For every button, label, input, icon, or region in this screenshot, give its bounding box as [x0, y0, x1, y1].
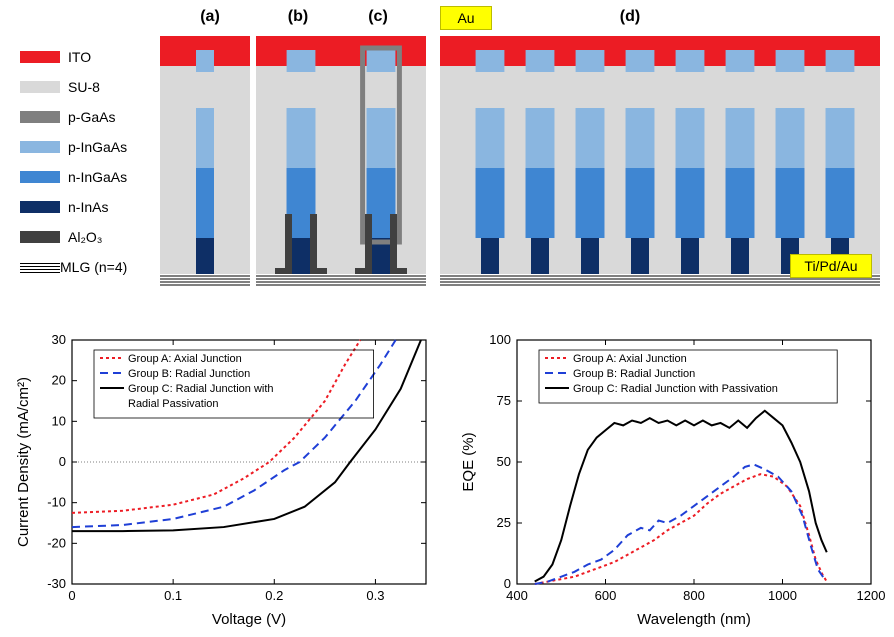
legend-row: MLG (n=4) — [20, 252, 140, 282]
panel-label-a: (a) — [190, 8, 230, 26]
legend-label: MLG (n=4) — [60, 259, 127, 275]
svg-text:Group A: Axial Junction: Group A: Axial Junction — [128, 353, 242, 365]
svg-text:-30: -30 — [47, 576, 66, 591]
materials-legend: ITO SU-8 p-GaAs p-InGaAs n-InGaAs n-InAs Al₂O₃… — [20, 42, 140, 282]
schematic-b — [256, 36, 346, 296]
svg-text:800: 800 — [683, 588, 705, 603]
legend-label: p-GaAs — [68, 109, 115, 125]
legend-label: p-InGaAs — [68, 139, 127, 155]
schematic-c — [336, 36, 426, 296]
schematic-panel: ITO SU-8 p-GaAs p-InGaAs n-InGaAs n-InAs Al₂O₃… — [0, 0, 894, 320]
legend-row: Al₂O₃ — [20, 222, 140, 252]
iv-chart: 0 0.1 0.2 0.3 -30 -20 -10 0 10 20 30 Voltage (V) Cur… — [10, 330, 440, 630]
gold-bottom-label: Ti/Pd/Au — [790, 254, 872, 278]
gold-top-label: Au — [440, 6, 492, 30]
svg-text:0: 0 — [59, 454, 66, 469]
svg-text:0.3: 0.3 — [366, 588, 384, 603]
svg-text:Group B: Radial Junction: Group B: Radial Junction — [573, 368, 695, 380]
legend-row: n-InGaAs — [20, 162, 140, 192]
legend-row: n-InAs — [20, 192, 140, 222]
legend-swatch — [20, 231, 60, 243]
legend-row: p-InGaAs — [20, 132, 140, 162]
svg-text:0: 0 — [68, 588, 75, 603]
svg-text:0: 0 — [504, 576, 511, 591]
svg-text:Current Density (mA/cm²): Current Density (mA/cm²) — [15, 377, 32, 547]
legend-swatch — [20, 141, 60, 153]
svg-text:0.1: 0.1 — [164, 588, 182, 603]
svg-text:Radial Passivation: Radial Passivation — [128, 398, 219, 410]
legend-swatch — [20, 81, 60, 93]
svg-text:0.2: 0.2 — [265, 588, 283, 603]
svg-text:Group B: Radial Junction: Group B: Radial Junction — [128, 368, 250, 380]
svg-text:600: 600 — [595, 588, 617, 603]
svg-text:50: 50 — [497, 454, 511, 469]
svg-text:Wavelength (nm): Wavelength (nm) — [637, 611, 751, 628]
legend-row: ITO — [20, 42, 140, 72]
legend-swatch — [20, 201, 60, 213]
eqe-chart: 400600800100012000255075100Wavelength (n… — [455, 330, 885, 630]
svg-text:Group C: Radial Junction with: Group C: Radial Junction with — [128, 383, 274, 395]
legend-row: p-GaAs — [20, 102, 140, 132]
svg-text:-10: -10 — [47, 495, 66, 510]
svg-text:10: 10 — [52, 413, 66, 428]
svg-text:Voltage (V): Voltage (V) — [212, 611, 286, 628]
svg-text:30: 30 — [52, 332, 66, 347]
legend-row: SU-8 — [20, 72, 140, 102]
panel-label-b: (b) — [278, 8, 318, 26]
legend-swatch — [20, 111, 60, 123]
legend-swatch — [20, 261, 60, 273]
legend-swatch — [20, 171, 60, 183]
svg-text:1200: 1200 — [857, 588, 885, 603]
charts-panel: 0 0.1 0.2 0.3 -30 -20 -10 0 10 20 30 Voltage (V) Cur… — [0, 330, 894, 630]
legend-label: ITO — [68, 49, 91, 65]
svg-text:1000: 1000 — [768, 588, 797, 603]
legend-label: n-InGaAs — [68, 169, 127, 185]
panel-label-d: (d) — [610, 8, 650, 26]
legend-label: Al₂O₃ — [68, 229, 102, 245]
svg-text:-20: -20 — [47, 535, 66, 550]
legend-swatch — [20, 51, 60, 63]
svg-text:Group A: Axial Junction: Group A: Axial Junction — [573, 353, 687, 365]
legend-label: n-InAs — [68, 199, 108, 215]
svg-text:EQE (%): EQE (%) — [460, 432, 477, 491]
legend-label: SU-8 — [68, 79, 100, 95]
svg-text:100: 100 — [489, 332, 511, 347]
svg-text:Group C: Radial Junction with: Group C: Radial Junction with Passivatio… — [573, 383, 778, 395]
svg-text:75: 75 — [497, 393, 511, 408]
svg-text:20: 20 — [52, 373, 66, 388]
panel-label-c: (c) — [358, 8, 398, 26]
svg-text:25: 25 — [497, 515, 511, 530]
schematic-a — [160, 36, 250, 296]
